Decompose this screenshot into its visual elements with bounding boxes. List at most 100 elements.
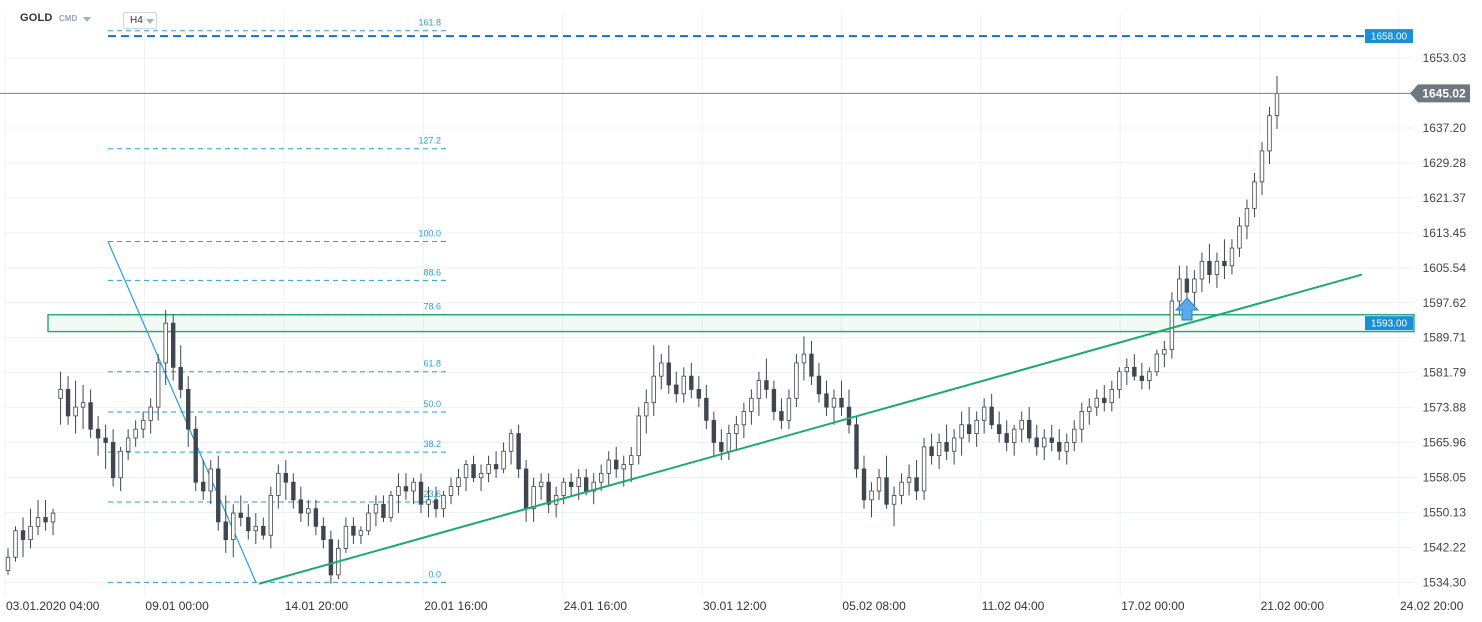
candle-bullish [478, 472, 484, 479]
candle-bearish [711, 419, 717, 443]
y-tick-label: 1581.79 [1423, 366, 1467, 380]
candle-bullish [456, 477, 461, 487]
x-tick-label: 05.02 08:00 [842, 599, 906, 613]
candle-bearish [816, 375, 822, 395]
candle-bullish [786, 397, 792, 421]
candle-bullish [140, 419, 146, 430]
candle-bearish [846, 406, 852, 426]
x-tick-label: 11.02 04:00 [982, 599, 1045, 613]
candle-bullish [801, 353, 807, 364]
y-tick-label: 1534.30 [1423, 575, 1467, 589]
time-axis: 03.01.2020 04:00 09.01 00:00 14.01 20:00 20… [6, 599, 1464, 613]
candle-bullish [1192, 278, 1197, 293]
candle-bullish [1064, 442, 1069, 452]
candle-bullish [125, 437, 131, 452]
candle-bearish [381, 503, 386, 518]
candle-bullish [869, 490, 874, 501]
candle-bearish [178, 366, 183, 390]
symbol-name[interactable]: GOLD [20, 12, 53, 24]
y-tick-label: 1550.13 [1423, 506, 1467, 520]
fib-level-label: 100.0 [418, 228, 441, 238]
candle-bullish [80, 402, 86, 408]
candle-bullish [28, 525, 33, 540]
candle-bearish [966, 424, 972, 434]
candle-bearish [771, 389, 777, 412]
candle-bullish [426, 499, 431, 505]
candle-bullish [155, 362, 161, 408]
candle-bearish [546, 481, 551, 505]
candle-bullish [396, 486, 401, 496]
candle-bullish [448, 486, 454, 496]
current-price-label: 1645.02 [1422, 86, 1466, 100]
x-tick-label: 09.01 00:00 [145, 599, 209, 613]
candle-bearish [996, 424, 1002, 434]
candle-bullish [644, 402, 649, 417]
candle-bullish [599, 472, 604, 483]
candle-bearish [216, 468, 221, 523]
timeframe-dropdown-icon [146, 19, 154, 24]
fib-level-label: 0.0 [428, 569, 441, 579]
candle-bearish [779, 411, 784, 421]
candle-bearish [568, 481, 574, 487]
candle-bearish [1027, 419, 1032, 439]
candle-bearish [298, 499, 304, 514]
candle-bearish [170, 322, 176, 368]
candle-bearish [704, 397, 709, 421]
y-tick-label: 1629.28 [1423, 156, 1467, 170]
candle-bullish [734, 424, 739, 434]
candle-bullish [208, 468, 213, 492]
candle-bullish [148, 406, 153, 421]
current-price-tag[interactable] [1410, 84, 1470, 103]
candle-bullish [1079, 411, 1084, 430]
fib-level-label: 161.8 [418, 18, 441, 28]
candle-bullish [1237, 225, 1242, 249]
candle-bearish [193, 428, 198, 483]
candle-bearish [1184, 278, 1190, 293]
candle-bearish [854, 424, 859, 470]
candle-bearish [809, 353, 814, 377]
candle-bullish [749, 397, 754, 412]
candle-bullish [35, 517, 41, 527]
timeframe-selector[interactable]: H4 [123, 12, 157, 29]
fib-level-label: 88.6 [423, 267, 441, 277]
candle-bullish [726, 433, 732, 452]
candle-bearish [666, 362, 671, 386]
candle-bearish [238, 512, 243, 518]
support-zone: 1593.00 [47, 314, 1415, 333]
candle-bullish [899, 481, 904, 496]
candle-bearish [689, 375, 694, 390]
symbol-dropdown-icon[interactable] [83, 17, 91, 22]
candle-bullish [118, 450, 123, 479]
candle-bearish [283, 472, 289, 483]
candle-bearish [110, 442, 116, 479]
candle-bearish [944, 442, 949, 452]
candle-bearish [884, 477, 889, 505]
fib-level-label: 38.2 [423, 439, 441, 449]
trendline [258, 273, 1363, 585]
candle-bullish [388, 495, 394, 518]
zone-price-tag[interactable] [1365, 316, 1413, 331]
candle-bullish [1117, 371, 1122, 390]
candle-bearish [1207, 260, 1212, 275]
candle-bullish [1124, 366, 1130, 373]
candle-bearish [1004, 433, 1009, 443]
candle-bullish [1019, 419, 1024, 430]
candle-bearish [313, 508, 319, 527]
candle-bullish [1199, 260, 1205, 280]
candle-bullish [441, 495, 446, 510]
candle-bullish [681, 375, 686, 395]
candle-bullish [794, 362, 799, 399]
candle-bullish [891, 495, 897, 505]
y-tick-label: 1558.05 [1423, 471, 1467, 485]
y-tick-label: 1589.71 [1423, 331, 1467, 345]
candle-bullish [629, 455, 634, 465]
x-tick-label: 30.01 12:00 [703, 599, 767, 613]
candle-bullish [463, 464, 469, 479]
candle-bullish [981, 406, 987, 421]
candle-bearish [433, 499, 439, 510]
level-price-tag[interactable] [1365, 29, 1413, 44]
candle-bearish [1034, 437, 1039, 448]
candle-bullish [5, 556, 11, 571]
candle-bullish [1109, 389, 1115, 404]
